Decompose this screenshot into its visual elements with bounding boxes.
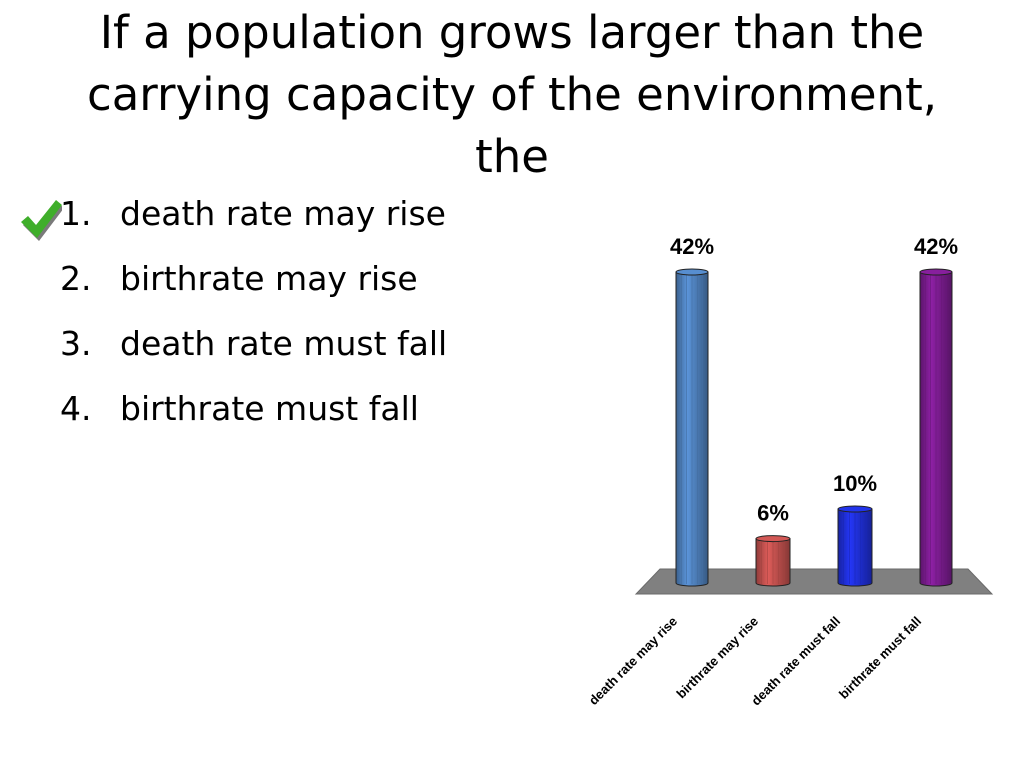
- bars-group: [675, 268, 953, 587]
- title-line: If a population grows larger than the: [99, 6, 925, 59]
- checkmark-icon: [21, 200, 62, 241]
- bar-body: [919, 271, 953, 587]
- answer-list: 1. death rate may rise 2. birthrate may ri…: [60, 192, 447, 452]
- slide-title: If a population grows larger than the ca…: [40, 2, 984, 188]
- category-label: birthrate must fall: [836, 614, 924, 702]
- title-line: the: [475, 130, 549, 183]
- answer-label: birthrate may rise: [120, 259, 418, 298]
- answer-item[interactable]: 1. death rate may rise: [60, 192, 447, 257]
- answer-number: 3.: [60, 324, 92, 363]
- category-label: death rate may rise: [586, 614, 680, 708]
- answer-number: 1.: [60, 194, 92, 233]
- answer-item[interactable]: 3. death rate must fall: [60, 322, 447, 387]
- data-labels-group: 42% 6% 10% 42%: [670, 234, 958, 526]
- chart-floor: [634, 568, 994, 595]
- answer-number: 4.: [60, 389, 92, 428]
- bar: [755, 535, 791, 587]
- answer-label: death rate must fall: [120, 324, 448, 363]
- category-label: death rate must fall: [748, 614, 843, 709]
- bar-top: [837, 505, 873, 513]
- category-label: birthrate may rise: [673, 614, 761, 702]
- data-label: 6%: [757, 501, 789, 526]
- data-label: 10%: [833, 471, 877, 496]
- answer-item[interactable]: 2. birthrate may rise: [60, 257, 447, 322]
- bar: [919, 268, 953, 587]
- data-label: 42%: [670, 234, 714, 259]
- bar-top: [919, 268, 953, 276]
- bar-top: [675, 268, 709, 276]
- bar-body: [837, 508, 873, 587]
- answer-number: 2.: [60, 259, 92, 298]
- bar: [675, 268, 709, 587]
- bar-body: [675, 271, 709, 587]
- bar: [837, 505, 873, 587]
- answer-label: death rate may rise: [120, 194, 446, 233]
- answer-item[interactable]: 4. birthrate must fall: [60, 387, 447, 452]
- bar-body: [755, 538, 791, 587]
- answer-label: birthrate must fall: [120, 389, 419, 428]
- title-line: carrying capacity of the environment,: [86, 68, 938, 121]
- bar-top: [755, 535, 791, 543]
- data-label: 42%: [914, 234, 958, 259]
